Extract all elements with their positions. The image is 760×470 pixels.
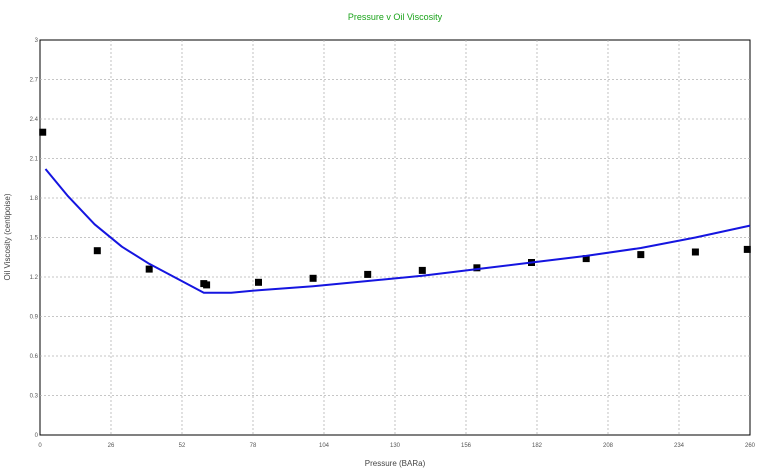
- data-series: [39, 128, 751, 294]
- y-tick-label: 2.1: [30, 157, 39, 163]
- y-tick-label: 3: [35, 38, 39, 44]
- x-tick-label: 52: [179, 443, 186, 449]
- y-tick-label: 1.8: [30, 196, 39, 202]
- data-point-marker: [582, 255, 590, 263]
- data-point-marker: [203, 281, 211, 289]
- x-tick-label: 130: [390, 443, 401, 449]
- y-tick-label: 0.9: [30, 315, 39, 321]
- y-tick-label: 1.2: [30, 275, 39, 281]
- y-tick-label: 2.7: [30, 78, 39, 84]
- x-tick-label: 78: [250, 443, 257, 449]
- x-tick-label: 260: [745, 443, 756, 449]
- data-point-marker: [691, 248, 699, 256]
- x-tick-label: 234: [674, 443, 685, 449]
- data-point-marker: [255, 278, 262, 286]
- data-point-marker: [39, 128, 47, 136]
- grid-lines: [40, 40, 750, 435]
- x-tick-label: 26: [108, 443, 115, 449]
- y-tick-label: 0.3: [30, 394, 39, 400]
- x-tick-label: 208: [603, 443, 614, 449]
- y-axis-label: Oil Viscosity (centipoise): [3, 193, 12, 280]
- y-tick-label: 1.5: [30, 236, 39, 242]
- data-point-marker: [145, 265, 153, 273]
- x-tick-label: 0: [38, 443, 42, 449]
- y-tick-label: 0: [35, 433, 39, 439]
- x-tick-label: 156: [461, 443, 472, 449]
- x-tick-label: 182: [532, 443, 543, 449]
- chart-title: Pressure v Oil Viscosity: [348, 12, 443, 22]
- data-point-marker: [418, 266, 426, 274]
- data-point-marker: [93, 247, 101, 255]
- fit-curve-line: [44, 168, 751, 294]
- data-point-marker: [637, 251, 645, 259]
- data-point-marker: [364, 270, 372, 278]
- data-point-marker: [473, 264, 481, 272]
- y-tick-label: 2.4: [30, 117, 39, 123]
- data-point-marker: [743, 245, 751, 253]
- tick-labels: 0 26 52 78 104 130 156 182 208 234 260 0 0.3 0.6 0.9 1.…: [30, 38, 756, 449]
- x-tick-label: 104: [319, 443, 330, 449]
- data-point-marker: [309, 274, 317, 282]
- x-axis-label: Pressure (BARa): [365, 459, 426, 468]
- y-tick-label: 0.6: [30, 354, 39, 360]
